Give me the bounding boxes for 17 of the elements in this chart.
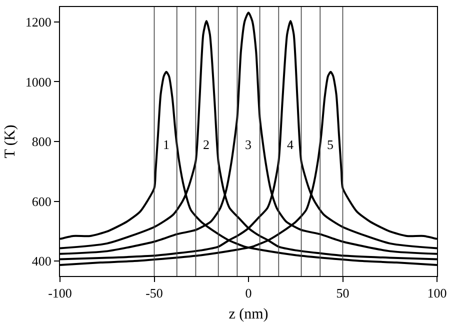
y-axis-title: T (K) xyxy=(2,124,19,158)
x-tick-label: 0 xyxy=(245,286,252,301)
x-tick-label: -50 xyxy=(146,286,163,301)
series-label: 4 xyxy=(287,137,294,152)
x-tick-label: -100 xyxy=(48,286,72,301)
series-label: 5 xyxy=(327,137,334,152)
y-tick-label: 1000 xyxy=(25,74,52,90)
x-axis-title: z (nm) xyxy=(228,306,268,323)
y-tick-label: 600 xyxy=(32,194,52,209)
y-tick-label: 1200 xyxy=(25,14,52,30)
series-label: 3 xyxy=(245,137,252,152)
series-label: 1 xyxy=(163,137,170,152)
series-label: 2 xyxy=(203,137,210,152)
x-tick-label: 100 xyxy=(427,286,447,301)
y-tick-label: 400 xyxy=(32,254,52,269)
y-tick-label: 800 xyxy=(32,134,52,150)
x-tick-label: 50 xyxy=(336,286,350,301)
